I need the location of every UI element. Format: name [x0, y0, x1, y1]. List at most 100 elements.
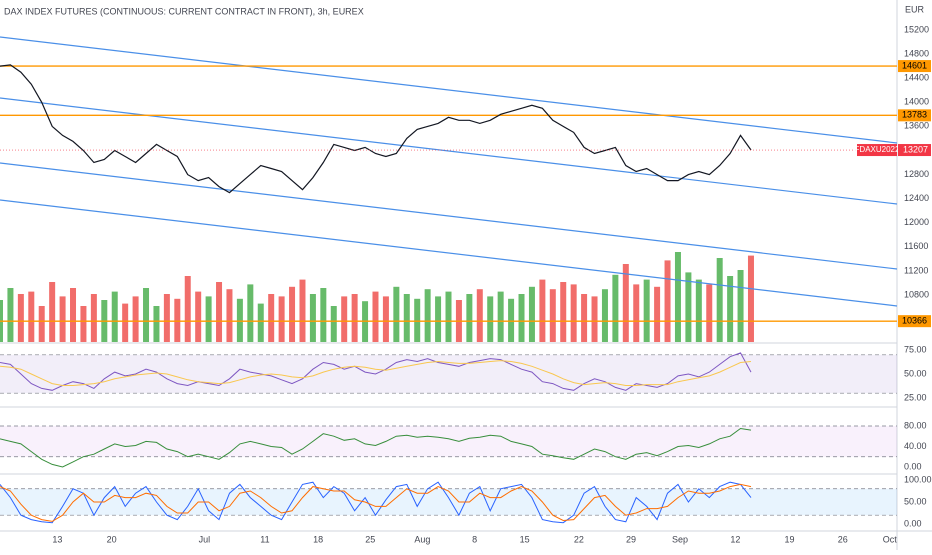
y-tick-label: 10800 — [904, 289, 929, 299]
y-tick-label: 40.00 — [904, 441, 927, 451]
indicator-band — [0, 488, 897, 516]
volume-bar — [17, 294, 24, 342]
volume-bar — [299, 279, 306, 342]
level-label: 14601 — [902, 60, 927, 70]
volume-bar — [372, 291, 379, 342]
x-tick-label: Jul — [199, 534, 211, 544]
trendline — [0, 199, 898, 307]
volume-bar — [7, 288, 14, 342]
symbol-label-box — [857, 144, 897, 157]
volume-bar — [247, 284, 254, 342]
volume-bar — [320, 288, 327, 342]
series-line — [0, 64, 752, 194]
volume-bar — [643, 279, 650, 342]
volume-bar — [38, 306, 45, 342]
y-tick-label: 15200 — [904, 24, 929, 34]
y-tick-label: 13600 — [904, 121, 929, 131]
volume-bar — [622, 264, 629, 342]
volume-bar — [528, 286, 535, 342]
volume-bar — [122, 303, 129, 342]
y-tick-label: 50.00 — [904, 496, 927, 506]
x-tick-label: Oct — [883, 534, 898, 544]
x-tick-label: 15 — [520, 534, 530, 544]
chart-title: DAX INDEX FUTURES (CONTINUOUS: CURRENT C… — [4, 6, 364, 16]
volume-bar — [184, 276, 191, 342]
volume-bar — [518, 294, 525, 342]
x-tick-label: Sep — [672, 534, 688, 544]
volume-bar — [570, 284, 577, 342]
volume-bar — [581, 294, 588, 342]
volume-bar — [685, 272, 692, 342]
unit-label: EUR — [905, 4, 925, 14]
volume-bar — [664, 260, 671, 342]
volume-bar — [205, 296, 212, 342]
x-tick-label: 25 — [365, 534, 375, 544]
y-tick-label: 14000 — [904, 97, 929, 107]
x-tick-label: 11 — [260, 534, 269, 544]
volume-bar — [549, 289, 556, 342]
volume-bar — [695, 279, 702, 342]
y-tick-label: 0.00 — [904, 518, 922, 528]
last-price-label: 13207 — [903, 144, 928, 154]
volume-bar — [236, 298, 243, 342]
volume-bar — [132, 296, 139, 342]
level-label: 10366 — [902, 316, 927, 326]
y-tick-label: 25.00 — [904, 392, 927, 402]
volume-bar — [601, 289, 608, 342]
y-tick-label: 100.00 — [904, 474, 932, 484]
trendline — [0, 36, 898, 144]
level-label-box — [898, 60, 931, 73]
x-tick-label: 29 — [626, 534, 636, 544]
volume-bar — [633, 284, 640, 342]
volume-bar — [49, 282, 56, 342]
x-tick-label: 19 — [785, 534, 795, 544]
volume-bar — [727, 276, 734, 342]
level-label-box — [898, 109, 931, 122]
volume-bar — [153, 306, 160, 342]
y-tick-label: 12400 — [904, 193, 929, 203]
volume-bar — [28, 291, 35, 342]
volume-bar — [508, 298, 515, 342]
volume-bar — [59, 296, 66, 342]
series-line — [0, 352, 752, 391]
y-tick-label: 12000 — [904, 217, 929, 227]
volume-bar — [424, 289, 431, 342]
level-label: 13783 — [902, 110, 927, 120]
volume-bar — [80, 306, 87, 342]
y-tick-label: 75.00 — [904, 344, 927, 354]
series-line — [0, 360, 752, 386]
volume-bar — [143, 288, 150, 342]
x-tick-label: 20 — [107, 534, 117, 544]
volume-bar — [195, 291, 202, 342]
x-tick-label: 18 — [313, 534, 323, 544]
volume-bar — [341, 296, 348, 342]
volume-bar — [70, 288, 77, 342]
volume-bar — [497, 291, 504, 342]
volume-bar — [591, 296, 598, 342]
volume-bar — [654, 286, 661, 342]
series-line — [0, 483, 752, 522]
volume-bar — [674, 252, 681, 342]
symbol-label: FDAXU2022 — [855, 145, 900, 154]
volume-bar — [174, 298, 181, 342]
volume-bar — [747, 255, 754, 342]
x-tick-label: 26 — [838, 534, 848, 544]
volume-bar — [257, 303, 264, 342]
x-tick-label: 22 — [574, 534, 584, 544]
volume-bar — [560, 282, 567, 342]
volume-bar — [466, 294, 473, 342]
y-tick-label: 14400 — [904, 73, 929, 83]
x-tick-label: 12 — [730, 534, 740, 544]
last-price-box — [898, 144, 931, 157]
y-tick-label: 80.00 — [904, 420, 927, 430]
volume-bar — [487, 296, 494, 342]
volume-bar — [476, 289, 483, 342]
volume-bar — [268, 294, 275, 342]
volume-bar — [216, 282, 223, 342]
volume-bar — [393, 286, 400, 342]
volume-bar — [309, 294, 316, 342]
volume-bar — [278, 296, 285, 342]
series-line — [0, 427, 752, 468]
